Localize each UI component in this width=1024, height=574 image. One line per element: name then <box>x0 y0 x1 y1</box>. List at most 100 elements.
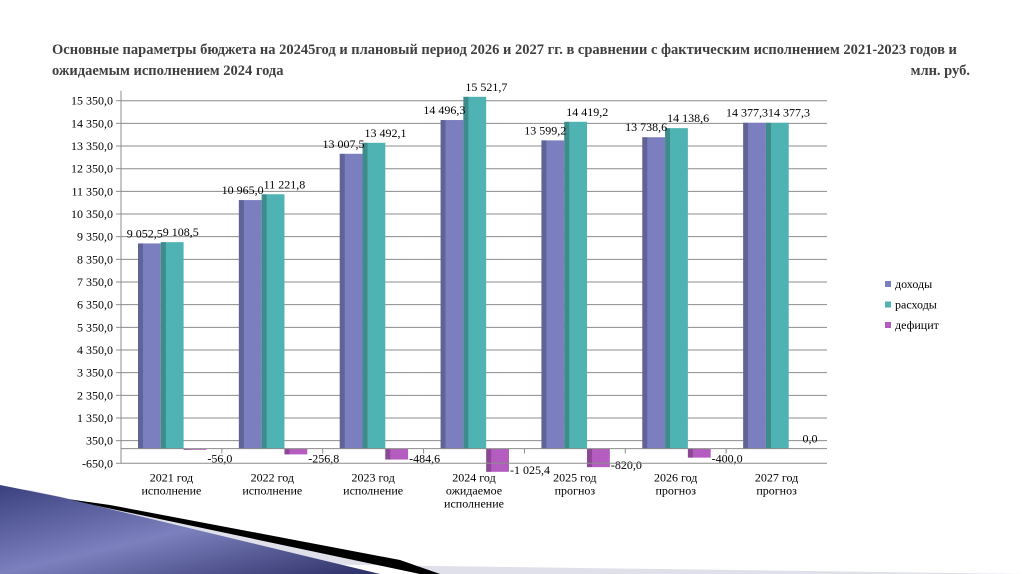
x-tick-label: прогноз <box>655 483 696 497</box>
data-label: 11 221,8 <box>264 177 306 191</box>
bar-shade <box>183 448 189 450</box>
x-tick-label: прогноз <box>555 483 596 497</box>
y-tick-label: 11 350,0 <box>71 184 113 198</box>
data-label: 14 377,3 <box>726 106 768 120</box>
y-tick-label: 10 350,0 <box>71 207 113 221</box>
legend-swatch-доходы <box>885 281 891 287</box>
bar-shade <box>564 121 570 449</box>
y-tick-label: 14 350,0 <box>71 116 113 130</box>
bar-shade <box>160 242 166 449</box>
bar-дефицит <box>486 448 509 472</box>
y-tick-label: 6 350,0 <box>77 298 113 312</box>
data-label: 10 965,0 <box>222 183 264 197</box>
data-label: 14 377,3 <box>768 106 810 120</box>
y-tick-label: 9 350,0 <box>77 230 113 244</box>
data-label: -400,0 <box>712 452 743 466</box>
bar-расходы <box>261 194 285 449</box>
legend: доходы расходы дефицит <box>885 277 940 332</box>
data-label: 9 052,5 <box>127 226 163 240</box>
unit-label: млн. руб. <box>910 63 970 79</box>
bar-shade <box>665 128 671 449</box>
bar-shade <box>284 448 290 455</box>
bar-shade <box>687 448 693 458</box>
data-label: 14 138,6 <box>667 111 709 125</box>
bar-доходы <box>238 200 262 449</box>
y-tick-label: -650,0 <box>82 456 113 470</box>
bar-дефицит <box>284 448 308 455</box>
bar-shade <box>138 243 143 449</box>
data-label: 14 496,3 <box>423 103 465 117</box>
data-labels: 9 052,5 9 108,5 -56,0 10 965,0 11 221,8 -256,… <box>127 80 818 477</box>
y-tick-label: 12 350,0 <box>71 162 113 176</box>
legend-label: доходы <box>895 277 932 291</box>
x-tick-label: исполнение <box>242 483 302 497</box>
data-label: 9 108,5 <box>163 225 199 239</box>
y-tick-label: 2 350,0 <box>77 388 113 402</box>
bar-расходы <box>160 242 184 449</box>
x-tick-label: 2021 год <box>150 470 193 484</box>
legend-label: расходы <box>895 298 937 312</box>
y-tick-label: 15 350,0 <box>71 94 113 108</box>
bar-shade <box>541 140 547 449</box>
chart-title-text: Основные параметры бюджета на 20245год и… <box>52 42 957 79</box>
bar-доходы <box>743 122 766 449</box>
data-label: 14 419,2 <box>566 105 608 119</box>
bar-shade <box>339 153 345 449</box>
data-label: 0,0 <box>803 432 818 446</box>
bar-дефицит <box>587 448 610 468</box>
x-tick-label: исполнение <box>444 496 504 510</box>
bar-дефицит <box>385 448 409 460</box>
x-tick-label: исполнение <box>343 483 403 497</box>
bar-дефицит <box>183 448 207 450</box>
bar-shade <box>765 122 771 449</box>
data-label: -820,0 <box>611 458 642 472</box>
bar-доходы <box>541 140 565 449</box>
data-label: 13 492,1 <box>365 126 407 140</box>
data-label: 13 738,6 <box>625 120 667 134</box>
bar-доходы <box>339 153 363 449</box>
bar-shade <box>385 448 391 460</box>
bar-доходы <box>642 137 666 449</box>
data-label: 13 599,2 <box>524 123 566 137</box>
data-label: -484,6 <box>409 452 440 466</box>
chart-title: Основные параметры бюджета на 20245год и… <box>52 40 970 82</box>
decorative-swoosh <box>0 485 1024 574</box>
bar-shade <box>440 120 446 449</box>
bar-shade <box>463 96 469 449</box>
x-tick-label: 2022 год <box>251 470 294 484</box>
axes: -650,0 350,0 1 350,0 2 350,0 3 350,0 4 350,0 5… <box>71 90 827 510</box>
bar-shade <box>642 137 648 449</box>
bar-shade <box>486 448 492 472</box>
bar-расходы <box>463 96 487 449</box>
y-tick-label: 3 350,0 <box>77 366 113 380</box>
bar-расходы <box>665 128 688 449</box>
y-tick-label: 13 350,0 <box>71 139 113 153</box>
x-tick-label: исполнение <box>141 483 201 497</box>
data-label: 15 521,7 <box>465 80 507 94</box>
bar-shade <box>238 200 244 449</box>
legend-swatch-расходы <box>885 301 891 308</box>
bar-расходы <box>765 122 789 449</box>
data-label: -56,0 <box>207 452 232 466</box>
x-tick-label: 2026 год <box>654 470 697 484</box>
bar-расходы <box>362 142 386 449</box>
y-tick-label: 350,0 <box>86 434 113 448</box>
y-tick-label: 7 350,0 <box>77 275 113 289</box>
bar-shade <box>743 122 749 449</box>
bar-доходы <box>440 120 464 449</box>
y-tick-label: 4 350,0 <box>77 343 113 357</box>
bar-shade <box>362 142 368 449</box>
legend-swatch-дефицит <box>885 322 891 328</box>
legend-label: дефицит <box>895 318 940 332</box>
data-label: -256,8 <box>308 452 339 466</box>
x-tick-label: ожидаемое <box>446 483 502 497</box>
x-tick-label: 2024 год <box>452 470 495 484</box>
y-tick-label: 8 350,0 <box>77 252 113 266</box>
bar-доходы <box>138 243 161 449</box>
x-tick-label: прогноз <box>756 483 797 497</box>
y-tick-label: 5 350,0 <box>77 320 113 334</box>
x-tick-label: 2025 год <box>553 470 596 484</box>
bar-shade <box>261 194 267 449</box>
bar-shade <box>587 448 593 468</box>
